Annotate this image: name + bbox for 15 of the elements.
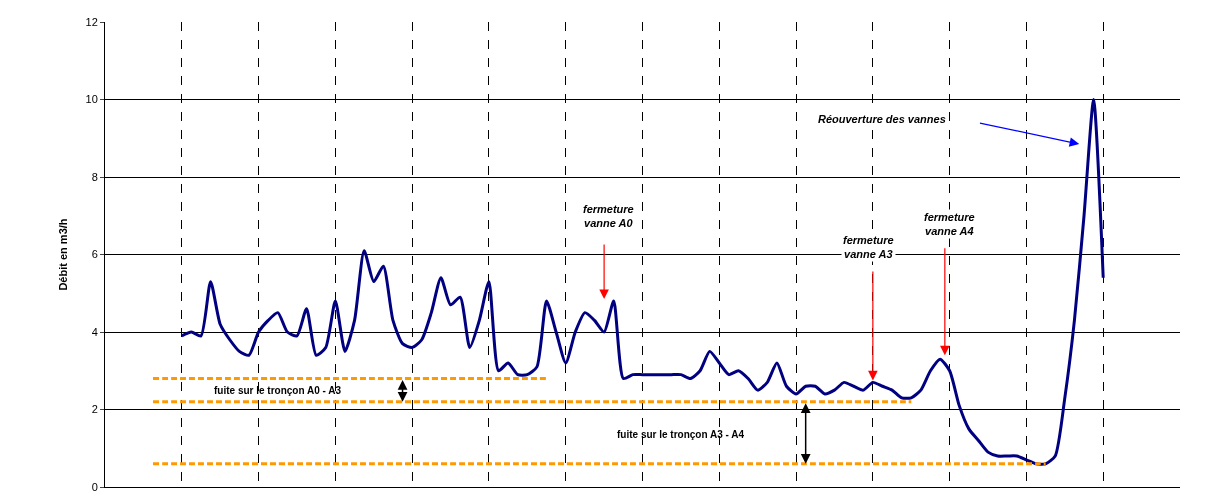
y-axis-title: Débit en m3/h xyxy=(57,218,70,291)
y-tick-label: 10 xyxy=(85,93,98,106)
y-tick-label: 6 xyxy=(91,248,98,261)
line-series xyxy=(180,98,1105,466)
annotation: fermeture vanne A3 xyxy=(843,234,894,261)
y-tick-label: 8 xyxy=(91,170,98,183)
annotation: fuite sur le tronçon A3 - A4 xyxy=(617,429,745,440)
annotation: fermeture vanne A4 xyxy=(924,211,975,238)
y-tick-label: 12 xyxy=(85,15,98,28)
annotation: fermeture vanne A0 xyxy=(583,203,634,230)
y-tick-label: 4 xyxy=(91,325,98,338)
annotation: Réouverture des vannes xyxy=(818,113,946,125)
annotation: fuite sur le tronçon A0 - A3 xyxy=(214,385,342,396)
y-tick-label: 2 xyxy=(91,403,98,416)
y-tick-label: 0 xyxy=(91,480,98,493)
